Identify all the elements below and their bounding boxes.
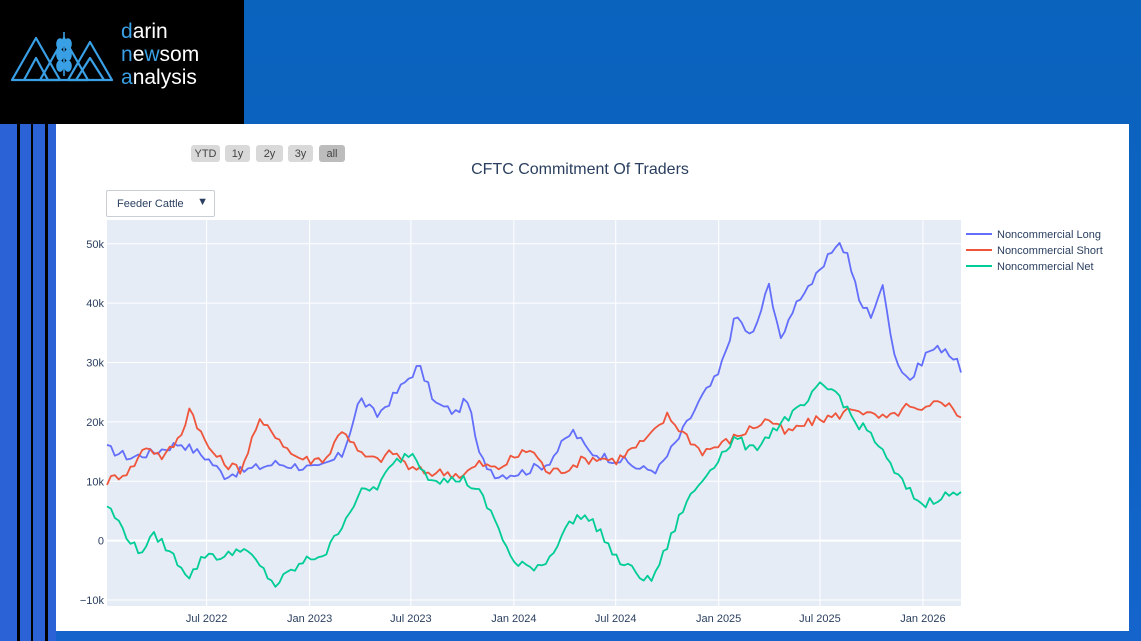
x-tick-label: Jul 2022 [186,613,228,625]
logo-accent-letter: w [144,43,160,66]
y-tick-label: 20k [86,417,104,429]
logo-accent-letter: d [121,20,133,43]
y-tick-label: 0 [98,536,104,548]
y-tick-label: 10k [86,476,104,488]
logo-wordmark: darin newsom analysis [121,20,199,89]
chart-panel: 50k 40k 30k 20k 10k 0 −10k Jul 2022 Jan 2023 Jul … [56,124,1129,631]
logo-line-2: newsom [121,43,199,66]
y-tick-label: 50k [86,239,104,251]
legend-label-noncommercial-short: Noncommercial Short [997,245,1103,257]
logo-text-part: e [132,43,145,66]
range-button-1y[interactable]: 1y [225,145,250,162]
logo-accent-letter: n [121,43,133,66]
logo-text-part: nalysis [132,66,197,89]
logo-line-3: analysis [121,66,199,89]
legend-label-noncommercial-long: Noncommercial Long [997,229,1101,241]
x-tick-label: Jul 2024 [595,613,637,625]
dropdown-selected-value: Feeder Cattle [117,198,184,210]
x-tick-label: Jan 2024 [491,613,536,625]
y-tick-label: 40k [86,298,104,310]
range-button-3y[interactable]: 3y [288,145,313,162]
y-tick-label: 30k [86,358,104,370]
brand-logo: darin newsom analysis [0,0,244,124]
chevron-down-icon: ▼ [197,196,208,208]
x-tick-label: Jan 2023 [287,613,332,625]
x-tick-label: Jul 2023 [390,613,432,625]
range-button-all[interactable]: all [319,145,345,162]
x-tick-label: Jan 2025 [696,613,741,625]
commodity-dropdown[interactable]: Feeder Cattle ▼ [106,190,215,217]
series-line-noncommercial-net [106,381,962,588]
legend-label-noncommercial-net: Noncommercial Net [997,261,1094,273]
logo-text-part: arin [132,20,168,43]
range-button-ytd[interactable]: YTD [191,145,220,162]
range-button-2y[interactable]: 2y [256,145,283,162]
y-tick-label: −10k [80,595,105,607]
side-decoration [0,124,56,641]
x-tick-label: Jul 2025 [799,613,841,625]
wheat-mountains-icon [10,32,114,82]
plot-background [107,220,961,606]
logo-accent-letter: a [121,66,133,89]
series-line-noncommercial-short [106,400,962,486]
chart-title: CFTC Commitment Of Traders [471,161,689,178]
logo-text-part: som [159,43,200,66]
logo-line-1: darin [121,20,199,43]
series-line-noncommercial-long [106,242,962,481]
cot-line-chart: 50k 40k 30k 20k 10k 0 −10k Jul 2022 Jan 2023 Jul … [80,220,1103,625]
x-tick-label: Jan 2026 [900,613,945,625]
